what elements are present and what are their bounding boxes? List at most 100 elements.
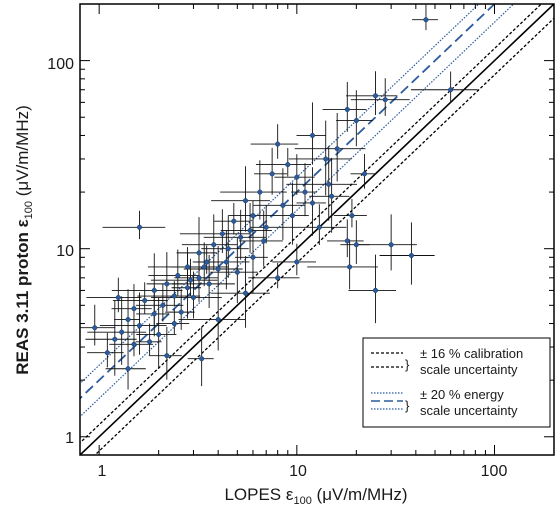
data-point [316, 224, 322, 230]
data-point [164, 353, 170, 359]
data-point [372, 287, 379, 293]
calibration-band-lower [94, 17, 554, 455]
data-point [164, 281, 170, 287]
data-point [294, 259, 300, 265]
data-point [238, 234, 244, 240]
data-point [131, 341, 137, 347]
legend: } ± 16 % calibration scale uncertainty }… [362, 337, 551, 428]
data-point [188, 277, 194, 283]
data-point [178, 309, 184, 315]
data-point [136, 224, 143, 230]
data-point [92, 325, 98, 331]
legend-energy-line1: ± 20 % energy [420, 387, 504, 402]
legend-box [362, 337, 551, 428]
data-point [372, 93, 379, 99]
data-point [257, 189, 263, 195]
y-tick-label-1: 1 [65, 430, 74, 447]
data-point [247, 227, 253, 234]
legend-calibration-line1: ± 16 % calibration [420, 346, 523, 361]
data-point [448, 87, 454, 93]
x-axis-title: LOPES ε100 (μV/m/MHz) [224, 485, 407, 506]
data-point [326, 181, 332, 187]
plot-frame [79, 3, 555, 456]
data-point [131, 306, 137, 312]
data-point [211, 242, 217, 248]
data-point [250, 213, 256, 219]
data-point [250, 254, 256, 260]
data-point [171, 293, 177, 299]
data-point [285, 162, 291, 168]
data-point [196, 250, 202, 256]
data-point [382, 97, 388, 103]
data-point [147, 339, 153, 345]
data-point [225, 246, 231, 252]
data-point [275, 141, 281, 147]
data-point [156, 331, 162, 337]
data-point [223, 259, 229, 265]
data-point [231, 218, 237, 224]
data-point [112, 336, 118, 342]
identity-line [80, 4, 554, 455]
data-point [199, 356, 205, 362]
data-point [329, 193, 335, 199]
y-axis-title-sub: 100 [23, 201, 35, 219]
data-point [201, 264, 207, 270]
data-point [347, 264, 353, 270]
data-point [353, 242, 359, 248]
data-point [136, 323, 143, 329]
data-point [184, 264, 191, 270]
data-point [263, 224, 269, 230]
data-point [204, 259, 210, 265]
x-axis-title-main: LOPES ε [224, 485, 293, 504]
data-point [184, 285, 191, 291]
data-point [261, 238, 267, 244]
data-point [423, 17, 429, 23]
data-point [309, 132, 316, 139]
data-point [269, 171, 275, 177]
data-point [408, 252, 414, 259]
x-tick-label-100: 100 [481, 463, 508, 480]
data-point [242, 290, 249, 296]
data-point [104, 350, 110, 356]
x-tick-label-1: 1 [98, 463, 107, 480]
data-point [119, 329, 125, 335]
data-point [289, 213, 295, 219]
legend-calibration-brace: } [405, 357, 410, 372]
data-point [215, 266, 221, 272]
data-point [125, 317, 131, 323]
y-axis-title-unit: (μV/m/MHz) [13, 105, 32, 201]
error-bars [80, 4, 478, 390]
data-point [215, 317, 221, 323]
legend-calibration-line2: scale uncertainty [420, 362, 518, 377]
reference-lines [80, 4, 554, 455]
data-point [219, 231, 225, 237]
y-tick-label-10: 10 [56, 243, 74, 260]
energy-band-lower [80, 4, 515, 418]
data-point [344, 106, 350, 112]
data-point [388, 242, 394, 248]
data-point [302, 189, 308, 195]
data-point [294, 174, 300, 180]
data-point [353, 118, 359, 124]
data-point [171, 320, 177, 327]
data-point [196, 275, 202, 281]
data-point [334, 146, 340, 152]
data-point [142, 298, 148, 304]
y-axis-title: REAS 3.11 proton ε100 (μV/m/MHz) [13, 105, 35, 375]
data-point [361, 171, 368, 177]
x-axis-title-unit: (μV/m/MHz) [312, 485, 408, 504]
data-point [151, 287, 157, 293]
data-point [115, 294, 121, 301]
legend-energy-brace: } [405, 398, 410, 413]
data-point [160, 302, 166, 308]
data-point [349, 213, 355, 219]
data-point [175, 272, 181, 279]
axis-ticks [80, 3, 555, 455]
data-point [344, 238, 350, 244]
fit-line [80, 4, 496, 400]
data-point [206, 281, 212, 287]
data-point [309, 200, 316, 206]
data-point [323, 156, 329, 162]
data-points [92, 17, 454, 372]
